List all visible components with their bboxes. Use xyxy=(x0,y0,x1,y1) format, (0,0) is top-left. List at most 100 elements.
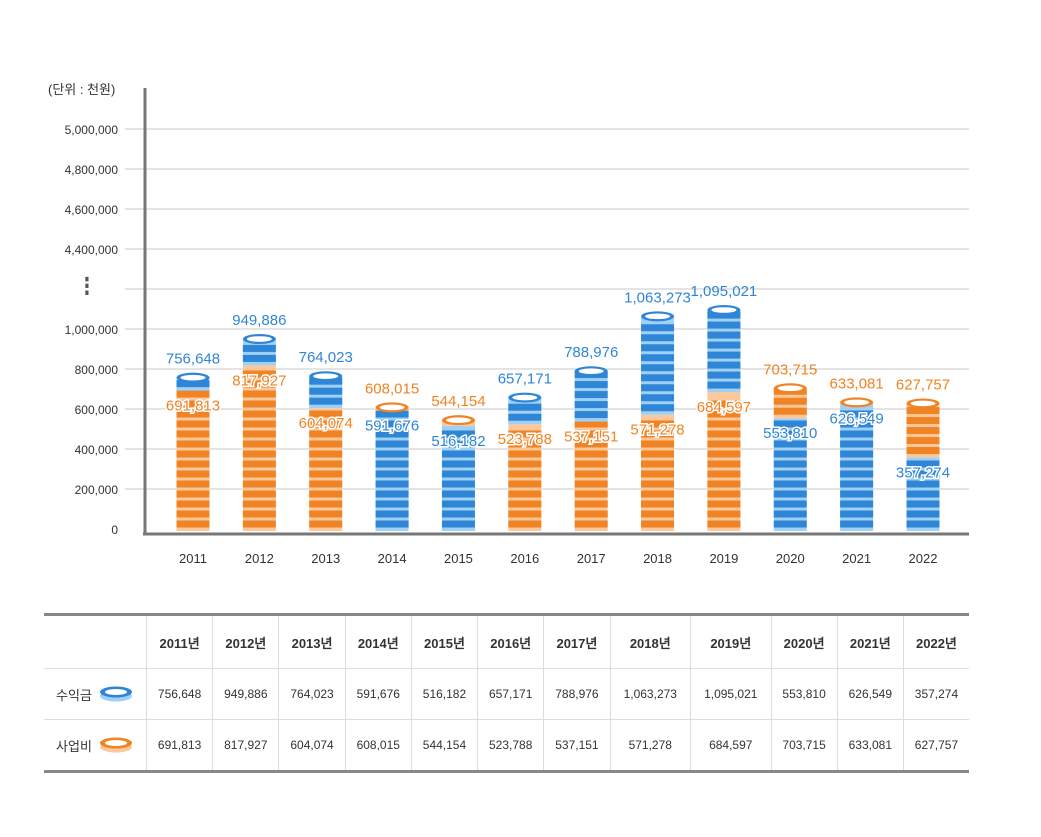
table-header-cell: 2019년 xyxy=(690,614,771,669)
table-cell: 544,154 xyxy=(410,719,478,772)
y-tick-label: 4,400,000 xyxy=(65,243,119,257)
row-label: 사업비 xyxy=(56,738,92,754)
stack-upper xyxy=(242,339,276,366)
coin-bar-2021 xyxy=(840,397,874,531)
stack-upper xyxy=(707,309,741,393)
data-label: 591,676 xyxy=(365,418,419,435)
data-label: 544,154 xyxy=(431,393,485,410)
coin-cap-inner xyxy=(844,399,870,406)
grid-lines xyxy=(125,128,969,490)
data-table: 2011년 2012년 2013년 2014년 2015년 2016년 2017년 2018년… xyxy=(44,613,969,773)
table-header-cell xyxy=(44,614,147,669)
stack-lower xyxy=(840,403,874,531)
row-header: 수익금 xyxy=(44,668,147,720)
table-cell: 691,813 xyxy=(145,719,213,772)
y-tick-label: 1,000,000 xyxy=(65,323,119,337)
stack-lower xyxy=(242,365,276,531)
data-label: 657,171 xyxy=(498,371,552,388)
table-header-cell: 2017년 xyxy=(543,614,611,669)
table-cell: 817,927 xyxy=(212,719,279,772)
bar-chart: 0 200,000 400,000 600,000 800,000 1,000,000 4,… xyxy=(65,88,969,566)
y-tick-label: 0 xyxy=(111,523,118,537)
table-header-cell: 2015년 xyxy=(410,614,478,669)
coin-stacks xyxy=(176,304,940,531)
coin-bar-2011 xyxy=(176,372,210,531)
table-cell: 357,274 xyxy=(902,668,969,720)
data-label: 1,095,021 xyxy=(691,283,758,300)
table-header-cell: 2012년 xyxy=(212,614,279,669)
y-tick-label: 200,000 xyxy=(75,483,119,497)
coin-bar-2013 xyxy=(309,371,343,531)
unit-label: (단위 : 천원) xyxy=(48,82,116,97)
coin-bar-2019 xyxy=(707,304,741,531)
coin-cap-inner xyxy=(246,336,272,342)
table-cell: 657,171 xyxy=(477,668,544,720)
stack-lower xyxy=(176,390,210,531)
data-label: 571,278 xyxy=(630,422,684,439)
y-axis-ticks: 0 200,000 400,000 600,000 800,000 1,000,000 4,… xyxy=(65,123,119,537)
x-axis-ticks: 2011 2012 2013 2014 2015 2016 2017 2018 2019 2020… xyxy=(179,551,937,566)
stack-lower xyxy=(441,425,475,531)
data-label: 516,182 xyxy=(431,433,485,450)
table-header-row: 2011년 2012년 2013년 2014년 2015년 2016년 2017년 2018년… xyxy=(44,614,969,669)
table-cell: 537,151 xyxy=(543,719,611,772)
table-cell: 788,976 xyxy=(543,668,611,720)
coin-cap-inner xyxy=(313,373,339,379)
data-label: 626,549 xyxy=(830,411,884,428)
coin-cap-inner xyxy=(777,385,803,392)
table-header-cell: 2021년 xyxy=(836,614,904,669)
axis-break-mark: ⋮ xyxy=(78,274,96,300)
coin-cap-inner xyxy=(445,417,471,423)
table-cell: 608,015 xyxy=(344,719,412,772)
blue-coin-icon xyxy=(99,686,132,702)
data-label: 553,810 xyxy=(763,425,817,442)
data-label: 523,788 xyxy=(498,431,552,448)
table-header-cell: 2018년 xyxy=(609,614,691,669)
coin-cap-inner xyxy=(578,368,604,375)
coin-bar-2017 xyxy=(574,366,608,531)
table-cell: 523,788 xyxy=(477,719,544,772)
stack-lower xyxy=(773,418,807,531)
x-tick-label: 2014 xyxy=(378,551,407,566)
table-cell: 1,095,021 xyxy=(690,668,771,720)
coin-cap-inner xyxy=(711,307,737,313)
data-label: 764,023 xyxy=(299,349,353,366)
table-cell: 633,081 xyxy=(836,719,904,772)
coin-cap-inner xyxy=(379,404,405,411)
stack-lower xyxy=(508,424,542,531)
x-tick-label: 2013 xyxy=(311,551,340,566)
stack-upper xyxy=(641,316,675,415)
row-label: 수익금 xyxy=(56,687,92,703)
data-label: 949,886 xyxy=(232,312,286,329)
stack-lower xyxy=(906,457,940,531)
coin-bar-2018 xyxy=(641,311,675,531)
coin-bar-2014 xyxy=(375,402,409,531)
table-cell: 627,757 xyxy=(902,719,969,772)
table-cell: 684,597 xyxy=(690,719,771,772)
table-cell: 591,676 xyxy=(344,668,412,720)
table-cell: 756,648 xyxy=(145,668,213,720)
x-tick-label: 2021 xyxy=(842,551,871,566)
table-header-cell: 2016년 xyxy=(477,614,544,669)
table-cell: 571,278 xyxy=(609,719,691,772)
x-tick-label: 2016 xyxy=(510,551,539,566)
data-label: 357,274 xyxy=(896,465,950,482)
y-tick-label: 400,000 xyxy=(75,443,119,457)
coin-bar-2012 xyxy=(242,334,276,531)
x-tick-label: 2012 xyxy=(245,551,274,566)
stack-upper xyxy=(906,403,940,458)
coin-cap-inner xyxy=(910,400,936,407)
table-header-cell: 2020년 xyxy=(770,614,838,669)
coin-bar-2022 xyxy=(906,398,940,531)
data-label: 817,927 xyxy=(232,372,286,389)
x-tick-label: 2020 xyxy=(776,551,805,566)
stack-upper xyxy=(574,371,608,422)
table-header-cell: 2011년 xyxy=(145,614,213,669)
coin-cap-inner xyxy=(512,394,538,401)
data-label: 633,081 xyxy=(830,375,884,392)
data-label: 756,648 xyxy=(166,351,220,368)
table-row: 수익금 756,648 949,886 764,023 591,676 516,182 65… xyxy=(44,668,969,720)
table-header-cell: 2014년 xyxy=(344,614,412,669)
y-tick-label: 5,000,000 xyxy=(65,123,119,137)
data-label: 788,976 xyxy=(564,344,618,361)
